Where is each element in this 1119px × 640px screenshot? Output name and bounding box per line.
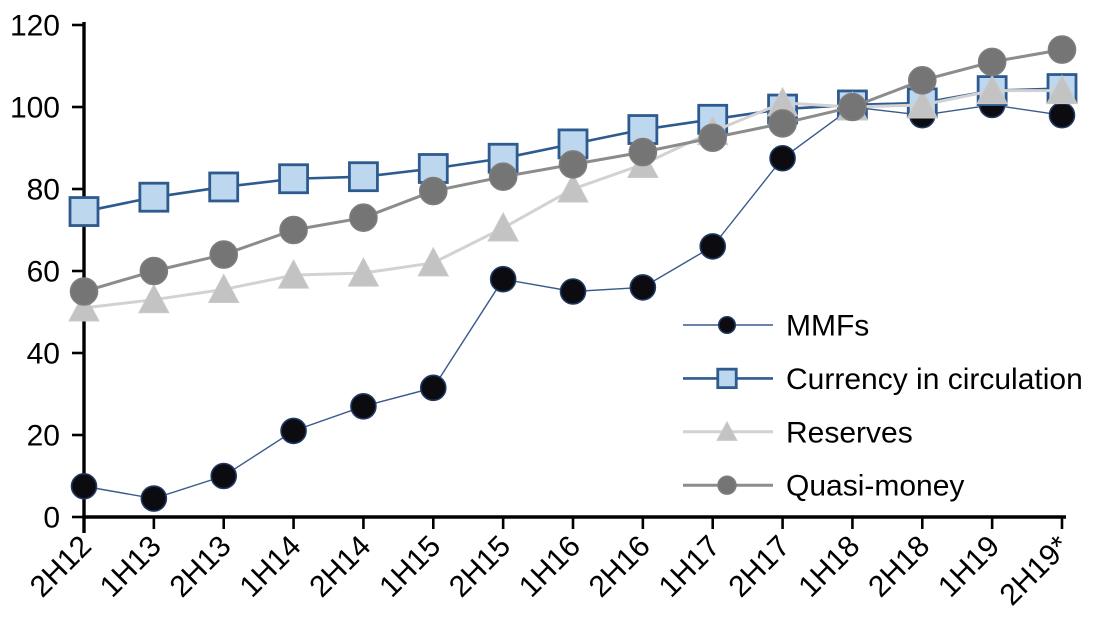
series-currency-in-circulation-marker [208,171,240,203]
series-reserves-marker [417,246,450,277]
series-mmfs-marker [629,274,657,301]
series-quasi-money-marker [349,203,378,232]
series-quasi-money-marker [977,47,1007,77]
x-tick-label: 1H15 [373,530,447,604]
series-reserves-marker [906,88,939,119]
series-quasi-money-marker [628,137,658,167]
series-quasi-money-marker [209,240,239,269]
series-quasi-money-marker [558,150,588,179]
series-quasi-money-marker [279,215,308,245]
x-tick-label: 2H17 [722,530,796,604]
series-reserves-marker [557,172,589,203]
series-currency-in-circulation-marker [348,161,379,193]
legend-item-quasi-money: Quasi-money [683,470,964,503]
legend-item-quasi-money-label: Quasi-money [786,470,964,503]
series-mmfs-marker [699,233,727,260]
legend-item-mmfs-label: MMFs [786,310,869,343]
x-tick-label: 1H17 [653,530,727,604]
series-mmfs-marker [489,265,517,293]
series-reserves-marker [207,273,240,303]
series-currency-in-circulation-marker [68,196,100,227]
legend-item-reserves-marker [716,420,738,441]
x-tick-label: 2H16 [583,530,657,604]
series-quasi-money-marker [418,176,448,206]
x-tick-label: 2H15 [443,530,517,604]
legend-item-reserves-label: Reserves [786,416,913,449]
legend: MMFs Currency in circulation Reserves Quasi… [683,310,1083,503]
series-mmfs-marker [769,144,796,172]
series-reserves-marker [347,256,380,287]
series-mmfs-marker [280,417,307,445]
x-tick-label: 1H19 [932,530,1006,604]
series-reserves-marker [277,259,310,289]
series-mmfs-marker [140,485,168,512]
series-mmfs-marker [70,472,98,500]
series-quasi-money-marker [69,277,99,306]
series-mmfs-marker [350,392,377,420]
series-reserves-marker [487,211,519,242]
series-quasi-money [69,35,1077,306]
series-mmfs [70,91,1076,512]
series-quasi-money-marker [139,256,169,286]
x-tick-label: 2H19* [994,529,1077,612]
series-quasi-money-marker [838,92,867,122]
series-quasi-money-marker [488,162,518,191]
series-currency-in-circulation-marker [278,163,309,195]
series-currency-in-circulation-marker [138,181,170,213]
x-tick-label: 2H18 [862,530,936,604]
series-reserves-marker [1046,74,1078,105]
x-tick-label: 1H18 [792,530,866,604]
legend-item-reserves: Reserves [683,416,913,449]
y-tick-label: 60 [27,256,60,289]
y-tick-label: 0 [43,502,60,535]
y-tick-label: 20 [27,420,60,453]
series-mmfs-marker [419,374,447,402]
series-quasi-money-marker [907,66,937,95]
x-tick-label: 1H16 [513,530,587,604]
x-tick-label: 2H14 [303,530,377,604]
y-tick-label: 80 [27,174,60,207]
x-tick-label: 2H12 [24,530,98,604]
y-tick-label: 100 [10,92,60,125]
legend-item-mmfs: MMFs [683,310,869,343]
series-mmfs-marker [559,278,587,305]
y-tick-label: 40 [27,338,60,371]
x-tick-label: 1H13 [94,530,168,604]
series-quasi-money-marker [768,109,797,138]
series-reserves-marker [68,291,100,322]
legend-item-currency-in-circulation-marker [716,367,738,390]
series-quasi-money-marker [698,123,728,153]
x-tick-label: 2H13 [164,530,238,604]
legend-item-currency-in-circulation-label: Currency in circulation [786,363,1083,396]
legend-item-currency-in-circulation: Currency in circulation [683,363,1083,396]
y-tick-label: 120 [10,10,60,43]
x-tick-label: 1H14 [233,530,307,604]
legend-item-mmfs-marker [717,315,737,335]
series-reserves-marker [138,283,170,314]
legend-item-quasi-money-marker [717,475,737,495]
series-quasi-money-marker [1047,35,1077,64]
series-mmfs-marker [210,462,238,490]
series-mmfs-marker [1048,101,1076,129]
series-reserves-marker [976,74,1008,105]
